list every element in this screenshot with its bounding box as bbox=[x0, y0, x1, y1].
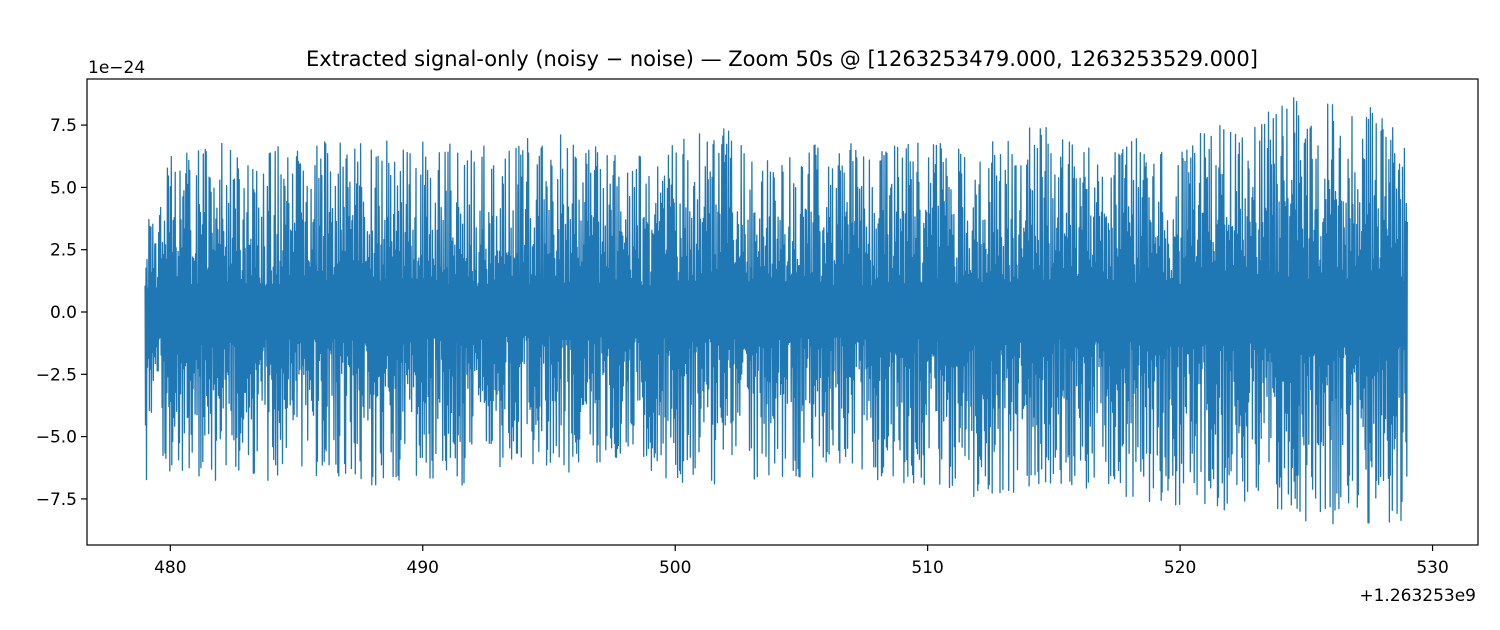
x-axis: 480 490 500 510 520 530 bbox=[154, 545, 1449, 578]
x-tick-label: 520 bbox=[1164, 558, 1196, 578]
x-tick-label: 510 bbox=[911, 558, 943, 578]
plot-area bbox=[86, 78, 1479, 546]
y-tick-label: 7.5 bbox=[50, 116, 77, 136]
y-axis: −7.5 −5.0 −2.5 0.0 2.5 5.0 7.5 bbox=[36, 116, 87, 510]
chart-title: Extracted signal-only (noisy − noise) — … bbox=[306, 47, 1258, 71]
y-scale-label: 1e−24 bbox=[88, 58, 145, 78]
x-tick-label: 480 bbox=[154, 558, 186, 578]
y-tick-label: 5.0 bbox=[50, 178, 77, 198]
y-tick-label: 0.0 bbox=[50, 303, 77, 323]
x-tick-label: 490 bbox=[407, 558, 439, 578]
x-offset-label: +1.263253e9 bbox=[1359, 586, 1476, 606]
y-tick-label: −7.5 bbox=[36, 490, 77, 510]
y-tick-label: 2.5 bbox=[50, 241, 77, 261]
x-tick-label: 530 bbox=[1416, 558, 1448, 578]
y-tick-label: −5.0 bbox=[36, 428, 77, 448]
series-line bbox=[144, 97, 1408, 525]
y-tick-label: −2.5 bbox=[36, 365, 77, 385]
x-tick-label: 500 bbox=[659, 558, 691, 578]
